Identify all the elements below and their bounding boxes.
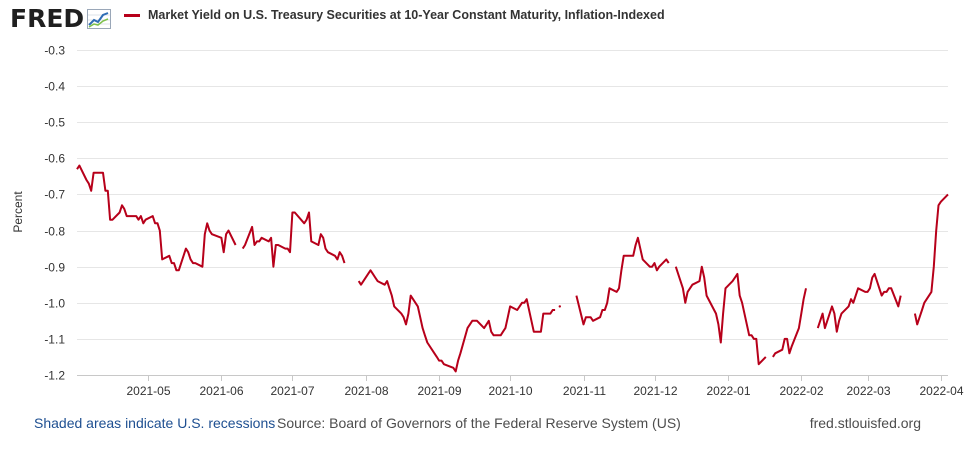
legend-series-swatch — [124, 13, 140, 17]
series-line-segment — [772, 288, 807, 358]
legend-series-label: Market Yield on U.S. Treasury Securities… — [148, 8, 665, 22]
fred-logo[interactable]: FRED — [10, 4, 112, 33]
x-axis-ticks: 2021-05 2021-06 2021-07 2021-08 2021-09 2021-… — [126, 375, 964, 398]
y-tick-label: -0.3 — [44, 44, 65, 58]
y-tick-label: -1.1 — [44, 333, 65, 347]
y-tick-label: -0.7 — [44, 188, 65, 202]
series-line-segment — [913, 193, 949, 326]
x-tick-label: 2021-06 — [199, 384, 243, 398]
y-tick-label: -1.2 — [44, 369, 65, 383]
series-line-segment — [575, 236, 670, 326]
chart-footer: Shaded areas indicate U.S. recessions So… — [0, 415, 968, 439]
x-tick-label: 2021-12 — [633, 384, 677, 398]
x-tick-label: 2021-10 — [488, 384, 532, 398]
series-line-segment — [674, 265, 767, 366]
chart-legend: Market Yield on U.S. Treasury Securities… — [124, 8, 665, 22]
x-tick-label: 2022-04 — [919, 384, 963, 398]
y-axis-label: Percent — [11, 191, 25, 233]
x-tick-label: 2021-07 — [270, 384, 314, 398]
line-chart[interactable]: -0.3 -0.4 -0.5 -0.6 -0.7 -0.8 -0.9 -1.0 -1.1 -1.2… — [0, 0, 968, 412]
x-tick-label: 2022-02 — [779, 384, 823, 398]
x-tick-label: 2021-11 — [563, 384, 606, 398]
fred-logo-text: FRED — [10, 4, 85, 33]
x-tick-label: 2022-01 — [706, 384, 750, 398]
y-axis-ticks: -0.3 -0.4 -0.5 -0.6 -0.7 -0.8 -0.9 -1.0 -1.1 -1.2 — [44, 44, 65, 383]
x-tick-label: 2022-03 — [846, 384, 890, 398]
series-line-segment — [357, 269, 556, 373]
data-point — [558, 305, 561, 308]
y-tick-label: -0.6 — [44, 152, 65, 166]
series-line-segment — [76, 164, 237, 272]
gridlines — [77, 50, 948, 340]
recession-note-link[interactable]: Shaded areas indicate U.S. recessions — [34, 415, 276, 431]
y-tick-label: -0.9 — [44, 261, 65, 275]
x-tick-label: 2021-09 — [417, 384, 461, 398]
chart-header: FRED Market Yield on U.S. Treasury Secur… — [0, 0, 968, 40]
series-line-segment — [241, 211, 346, 268]
site-link[interactable]: fred.stlouisfed.org — [809, 415, 921, 431]
x-tick-label: 2021-05 — [126, 384, 170, 398]
y-tick-label: -0.4 — [44, 80, 65, 94]
source-note: Source: Board of Governors of the Federa… — [277, 415, 681, 431]
y-tick-label: -0.8 — [44, 225, 65, 239]
fred-graph-icon — [87, 9, 112, 29]
x-tick-label: 2021-08 — [344, 384, 388, 398]
y-tick-label: -0.5 — [44, 116, 65, 130]
y-tick-label: -1.0 — [44, 297, 65, 311]
series-line-segment — [816, 272, 902, 333]
series-line — [76, 164, 949, 373]
